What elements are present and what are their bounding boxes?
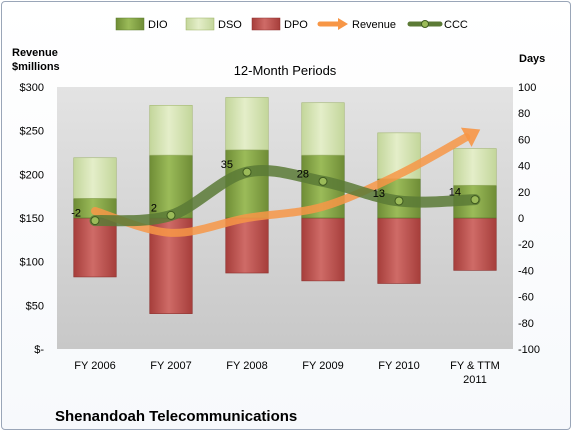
dso-bar <box>73 157 117 199</box>
left-tick-label: $150 <box>20 213 44 225</box>
x-tick-label: FY 2007 <box>150 360 191 372</box>
ccc-marker <box>470 195 480 205</box>
company-name: Shenandoah Telecommunications <box>55 408 297 425</box>
ccc-marker <box>242 167 252 177</box>
dso-bar <box>301 102 345 156</box>
x-tick-label: FY 2009 <box>302 360 343 372</box>
ccc-series: -2 2 35 28 13 14 <box>71 159 481 227</box>
left-tick-label: $50 <box>26 300 44 312</box>
dpo-bar <box>377 217 421 284</box>
legend-label-ccc: CCC <box>444 19 468 31</box>
dpo-bar <box>301 217 345 282</box>
dso-bar <box>149 105 193 156</box>
dso-bar <box>453 148 497 186</box>
chart-title: 12-Month Periods <box>234 63 337 78</box>
legend-arrowhead-revenue <box>338 18 348 30</box>
right-axis-label: Days <box>519 53 545 65</box>
legend-label-dpo: DPO <box>284 19 308 31</box>
left-axis-label-line2: $millions <box>12 61 60 73</box>
left-tick-label: $200 <box>20 169 44 181</box>
revenue-series <box>91 127 481 237</box>
legend-swatch-dso <box>185 17 215 31</box>
right-tick-label: 100 <box>518 82 536 94</box>
legend-swatch-dio <box>115 17 145 31</box>
right-tick-label: 80 <box>518 108 530 120</box>
x-tick-label: FY 2008 <box>226 360 267 372</box>
right-axis: -100 -80 -60 -40 -20 0 20 40 60 80 100 <box>518 82 540 356</box>
legend: DIO DSO DPO Revenue CCC <box>115 17 468 31</box>
ccc-data-label: 13 <box>373 188 385 200</box>
right-tick-label: -40 <box>518 265 534 277</box>
ccc-marker <box>318 176 328 186</box>
x-tick-label: FY 2006 <box>74 360 115 372</box>
revenue-line <box>91 133 471 237</box>
ccc-marker <box>90 216 100 226</box>
right-tick-label: -60 <box>518 292 534 304</box>
x-axis: FY 2006 FY 2007 FY 2008 FY 2009 FY 2010 FY & … <box>74 360 500 386</box>
ccc-data-label: 35 <box>221 159 233 171</box>
x-tick-label: FY & TTM <box>450 360 500 372</box>
right-tick-label: -100 <box>518 344 540 356</box>
legend-label-dio: DIO <box>148 19 168 31</box>
ccc-line <box>89 164 481 227</box>
ccc-data-label: 14 <box>449 187 461 199</box>
ccc-marker <box>166 210 176 220</box>
legend-swatch-dpo <box>251 17 281 31</box>
ccc-data-label: 28 <box>297 168 309 180</box>
revenue-arrowhead <box>460 127 481 147</box>
x-tick-label: FY 2010 <box>378 360 419 372</box>
dio-bar <box>225 149 269 219</box>
right-tick-label: -80 <box>518 318 534 330</box>
legend-marker-ccc <box>421 20 429 28</box>
dpo-bar <box>453 217 497 271</box>
right-tick-label: 40 <box>518 161 530 173</box>
legend-label-revenue: Revenue <box>352 19 396 31</box>
dpo-bar <box>225 217 269 274</box>
left-tick-label: $300 <box>20 82 44 94</box>
right-tick-label: 20 <box>518 187 530 199</box>
x-tick-label: 2011 <box>463 374 487 386</box>
right-tick-label: -20 <box>518 239 534 251</box>
left-axis: $- $50 $100 $150 $200 $250 $300 <box>20 82 45 356</box>
ccc-marker <box>394 196 404 206</box>
right-tick-label: 0 <box>518 213 524 225</box>
left-tick-label: $250 <box>20 126 44 138</box>
left-tick-label: $- <box>34 344 44 356</box>
legend-label-dso: DSO <box>218 19 242 31</box>
dso-bar <box>225 97 269 151</box>
left-tick-label: $100 <box>20 257 44 269</box>
dpo-bar <box>73 217 117 278</box>
ccc-data-label: 2 <box>151 202 157 214</box>
ccc-data-label: -2 <box>71 208 81 220</box>
right-tick-label: 60 <box>518 134 530 146</box>
left-axis-label-line1: Revenue <box>12 47 58 59</box>
